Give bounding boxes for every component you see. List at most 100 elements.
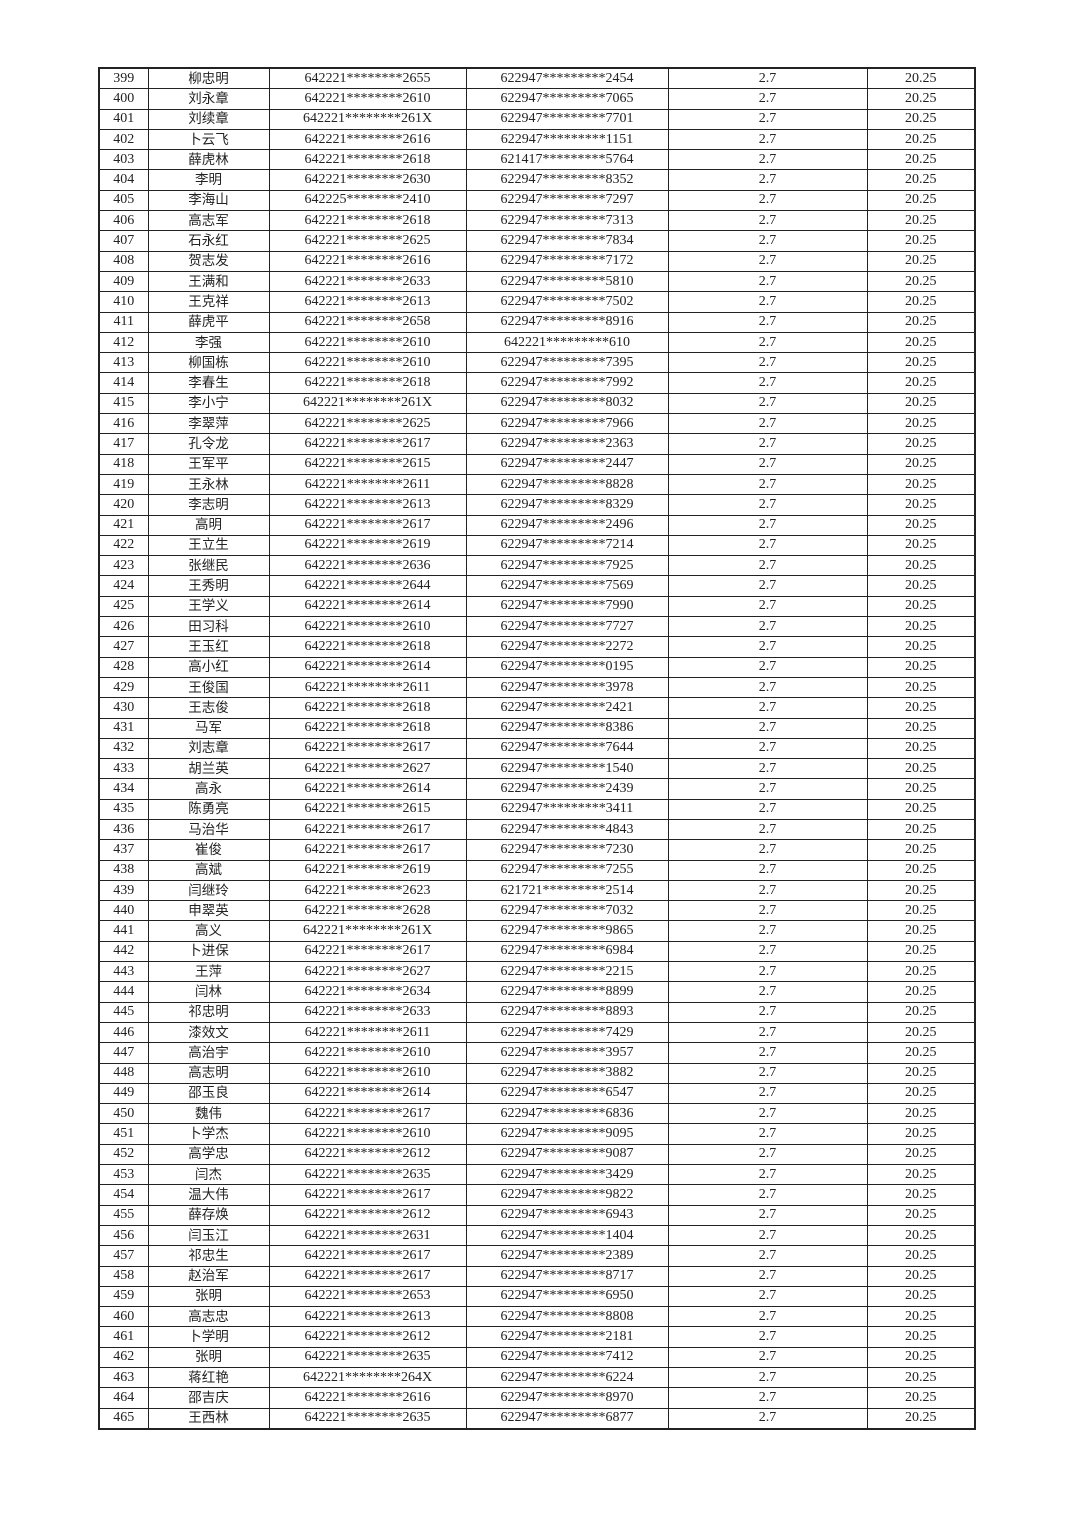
row-number-cell: 455 [98, 1204, 149, 1226]
table-row: 464 邵吉庆 642221********2616 622947*********8… [98, 1387, 976, 1409]
amount-1-cell: 2.7 [667, 1021, 868, 1044]
amount-2-cell: 20.25 [866, 636, 976, 658]
bank-card-number-cell: 622947*********7502 [465, 291, 669, 313]
name-cell: 王军平 [147, 453, 270, 475]
bank-card-number-cell: 622947*********8916 [465, 311, 669, 333]
name-cell: 崔俊 [147, 839, 270, 861]
row-number-cell: 437 [98, 839, 149, 861]
bank-card-number-cell: 622947*********7966 [465, 413, 669, 435]
row-number-cell: 417 [98, 433, 149, 455]
amount-1-cell: 2.7 [667, 758, 868, 780]
amount-2-cell: 20.25 [866, 1366, 976, 1389]
id-number-cell: 642221********2617 [268, 839, 467, 861]
row-number-cell: 461 [98, 1326, 149, 1348]
amount-2-cell: 20.25 [866, 108, 976, 130]
id-number-cell: 642221********2611 [268, 1021, 467, 1044]
bank-card-number-cell: 622947*********7727 [465, 616, 669, 638]
table-row: 405 李海山 642225********2410 622947*********7… [98, 189, 976, 212]
name-cell: 李小宁 [147, 392, 270, 415]
name-cell: 高斌 [147, 859, 270, 881]
row-number-cell: 465 [98, 1407, 149, 1430]
amount-1-cell: 2.7 [667, 798, 868, 820]
amount-1-cell: 2.7 [667, 1184, 868, 1206]
row-number-cell: 415 [98, 392, 149, 415]
id-number-cell: 642221********2613 [268, 1306, 467, 1328]
amount-1-cell: 2.7 [667, 352, 868, 374]
id-number-cell: 642221********2616 [268, 250, 467, 272]
name-cell: 薛存焕 [147, 1204, 270, 1226]
name-cell: 李翠萍 [147, 413, 270, 435]
amount-2-cell: 20.25 [866, 1387, 976, 1409]
table-row: 439 闫继玲 642221********2623 621721*********2… [98, 879, 976, 902]
bank-card-number-cell: 622947*********7032 [465, 900, 669, 922]
id-number-cell: 642221********2618 [268, 149, 467, 171]
id-number-cell: 642221********2634 [268, 981, 467, 1003]
name-cell: 王克祥 [147, 291, 270, 313]
amount-1-cell: 2.7 [667, 270, 868, 293]
id-number-cell: 642221********2610 [268, 616, 467, 638]
bank-card-number-cell: 622947*********7925 [465, 555, 669, 577]
row-number-cell: 453 [98, 1164, 149, 1186]
id-number-cell: 642221********2617 [268, 1184, 467, 1206]
bank-card-number-cell: 622947*********8970 [465, 1387, 669, 1409]
amount-1-cell: 2.7 [667, 981, 868, 1003]
row-number-cell: 406 [98, 210, 149, 232]
amount-1-cell: 2.7 [667, 88, 868, 110]
row-number-cell: 400 [98, 88, 149, 110]
name-cell: 王秀明 [147, 575, 270, 597]
row-number-cell: 456 [98, 1224, 149, 1247]
row-number-cell: 434 [98, 778, 149, 800]
name-cell: 张明 [147, 1285, 270, 1308]
row-number-cell: 410 [98, 291, 149, 313]
id-number-cell: 642221********2612 [268, 1204, 467, 1226]
amount-1-cell: 2.7 [667, 149, 868, 171]
name-cell: 刘续章 [147, 108, 270, 130]
id-number-cell: 642221********2614 [268, 778, 467, 800]
amount-1-cell: 2.7 [667, 1082, 868, 1105]
amount-2-cell: 20.25 [866, 656, 976, 678]
table-row: 413 柳国栋 642221********2610 622947*********7… [98, 352, 976, 374]
table-row: 419 王永林 642221********2611 622947*********8… [98, 473, 976, 496]
row-number-cell: 457 [98, 1245, 149, 1267]
amount-1-cell: 2.7 [667, 331, 868, 354]
name-cell: 石永红 [147, 230, 270, 252]
row-number-cell: 444 [98, 981, 149, 1003]
id-number-cell: 642221********2618 [268, 697, 467, 719]
amount-1-cell: 2.7 [667, 1326, 868, 1348]
amount-2-cell: 20.25 [866, 1001, 976, 1023]
row-number-cell: 445 [98, 1001, 149, 1023]
name-cell: 邵玉良 [147, 1082, 270, 1105]
name-cell: 王玉红 [147, 636, 270, 658]
id-number-cell: 642221********2614 [268, 656, 467, 678]
row-number-cell: 401 [98, 108, 149, 130]
name-cell: 漆效文 [147, 1021, 270, 1044]
row-number-cell: 432 [98, 737, 149, 760]
id-number-cell: 642221********261X [268, 392, 467, 415]
id-number-cell: 642221********2644 [268, 575, 467, 597]
amount-1-cell: 2.7 [667, 210, 868, 232]
name-cell: 贺志发 [147, 250, 270, 272]
table-row: 447 高治宇 642221********2610 622947*********3… [98, 1042, 976, 1064]
bank-card-number-cell: 622947*********2454 [465, 67, 669, 90]
name-cell: 薛虎平 [147, 311, 270, 333]
name-cell: 高志忠 [147, 1306, 270, 1328]
name-cell: 赵治军 [147, 1265, 270, 1287]
row-number-cell: 399 [98, 67, 149, 90]
amount-2-cell: 20.25 [866, 514, 976, 536]
bank-card-number-cell: 622947*********2215 [465, 961, 669, 983]
id-number-cell: 642221********2619 [268, 859, 467, 881]
amount-2-cell: 20.25 [866, 149, 976, 171]
id-number-cell: 642221********2618 [268, 636, 467, 658]
amount-2-cell: 20.25 [866, 575, 976, 597]
bank-card-number-cell: 622947*********7990 [465, 595, 669, 618]
id-number-cell: 642221********2617 [268, 1103, 467, 1125]
amount-2-cell: 20.25 [866, 67, 976, 90]
bank-card-number-cell: 622947*********7701 [465, 108, 669, 130]
bank-card-number-cell: 622947*********7255 [465, 859, 669, 881]
bank-card-number-cell: 622947*********7214 [465, 534, 669, 557]
amount-1-cell: 2.7 [667, 656, 868, 678]
id-number-cell: 642221********2627 [268, 758, 467, 780]
amount-2-cell: 20.25 [866, 1143, 976, 1166]
table-row: 457 祁忠生 642221********2617 622947*********2… [98, 1245, 976, 1267]
table-row: 436 马治华 642221********2617 622947*********4… [98, 818, 976, 841]
